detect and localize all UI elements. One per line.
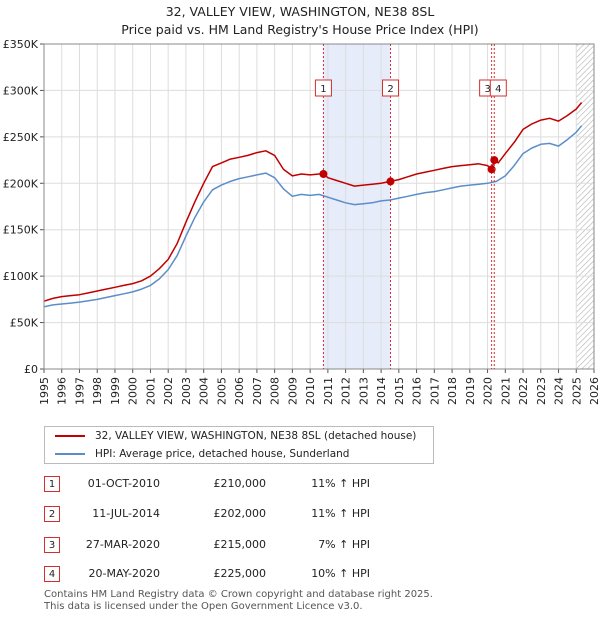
x-tick-label-27: 2022 — [517, 377, 530, 405]
legend-label-hpi: HPI: Average price, detached house, Sund… — [95, 448, 350, 460]
y-tick-label-5: £250K — [3, 131, 39, 144]
legend-swatch-property — [55, 435, 85, 437]
transaction-badge-3: 3 — [44, 537, 60, 553]
x-tick-label-30: 2025 — [570, 377, 583, 405]
plot-background — [44, 44, 594, 369]
transaction-box-2 — [382, 79, 399, 97]
transaction-box-4 — [489, 79, 507, 97]
x-tick-label-21: 2016 — [411, 377, 424, 405]
x-tick-label-26: 2021 — [499, 377, 512, 405]
legend-swatch-hpi — [55, 453, 85, 455]
transaction-hpi-4: 10% ↑ HPI — [311, 567, 370, 580]
y-tick-label-0: £0 — [24, 363, 38, 376]
x-tick-label-10: 2005 — [215, 377, 228, 405]
forecast-hatch — [576, 44, 594, 369]
transaction-dot-3 — [487, 165, 496, 174]
transaction-price-4: £225,000 — [213, 567, 267, 580]
price-chart: £0 £50K £100K £150K £200K £250K £300K £350K 1995… — [3, 38, 600, 405]
x-tick-label-4: 1999 — [109, 377, 122, 405]
x-tick-label-5: 2000 — [127, 377, 140, 405]
y-tick-label-6: £300K — [3, 84, 39, 97]
legend-item-hpi: HPI: Average price, detached house, Sund… — [55, 445, 349, 463]
y-tick-label-4: £200K — [3, 177, 39, 190]
footer-copyright: Contains HM Land Registry data © Crown c… — [44, 589, 433, 600]
y-tick-label-1: £50K — [10, 317, 39, 330]
x-tick-label-28: 2023 — [535, 377, 548, 405]
transaction-dot-1 — [319, 170, 328, 178]
transaction-badge-2: 2 — [44, 506, 60, 522]
x-tick-label-9: 2004 — [198, 377, 211, 405]
x-tick-label-12: 2007 — [251, 377, 264, 405]
footer-license: This data is licensed under the Open Gov… — [44, 601, 363, 612]
transaction-badge-4: 4 — [44, 566, 60, 582]
transaction-date-1: 01-OCT-2010 — [87, 477, 160, 490]
transaction-date-4: 20-MAY-2020 — [88, 567, 160, 580]
x-tick-label-11: 2006 — [233, 377, 246, 405]
chart-title: 32, VALLEY VIEW, WASHINGTON, NE38 8SL — [165, 4, 435, 19]
x-tick-label-0: 1995 — [38, 377, 51, 405]
transaction-hpi-2: 11% ↑ HPI — [311, 507, 370, 520]
x-tick-label-29: 2024 — [553, 377, 566, 405]
transaction-hpi-1: 11% ↑ HPI — [311, 477, 370, 490]
x-tick-label-23: 2018 — [446, 377, 459, 405]
legend: 32, VALLEY VIEW, WASHINGTON, NE38 8SL (d… — [44, 426, 434, 464]
transaction-date-3: 27-MAR-2020 — [85, 538, 160, 551]
x-tick-label-25: 2020 — [482, 377, 495, 405]
x-tick-label-17: 2012 — [340, 377, 353, 405]
transaction-badge-1: 1 — [44, 476, 60, 492]
x-tick-label-31: 2026 — [588, 377, 600, 405]
transaction-hpi-3: 7% ↑ HPI — [318, 538, 370, 551]
x-tick-label-13: 2008 — [269, 377, 282, 405]
x-tick-label-1: 1996 — [56, 377, 69, 405]
y-tick-label-7: £350K — [3, 38, 39, 51]
x-tick-label-19: 2014 — [375, 377, 388, 405]
transaction-box-label-1: 1 — [320, 84, 326, 95]
chart-subtitle: Price paid vs. HM Land Registry's House … — [121, 22, 479, 37]
transaction-dot-2 — [386, 177, 395, 186]
legend-item-property: 32, VALLEY VIEW, WASHINGTON, NE38 8SL (d… — [55, 427, 416, 445]
transaction-box-1 — [314, 79, 332, 97]
x-tick-label-6: 2001 — [144, 377, 157, 405]
y-tick-label-3: £150K — [3, 224, 39, 237]
x-tick-label-7: 2002 — [162, 377, 175, 405]
transaction-box-label-4: 4 — [495, 84, 501, 95]
transaction-box-label-2: 2 — [387, 84, 393, 95]
transaction-row-3: 3 27-MAR-2020 £215,000 7% ↑ HPI — [0, 537, 600, 557]
x-tick-label-2: 1997 — [73, 377, 86, 405]
x-tick-label-22: 2017 — [428, 377, 441, 405]
x-tick-label-3: 1998 — [91, 377, 104, 405]
footer: Contains HM Land Registry data © Crown c… — [44, 589, 433, 613]
transaction-price-2: £202,000 — [213, 507, 267, 520]
x-tick-label-18: 2013 — [357, 377, 370, 405]
x-tick-label-20: 2015 — [393, 377, 406, 405]
transaction-box-label-3: 3 — [484, 84, 490, 95]
transaction-row-1: 1 01-OCT-2010 £210,000 11% ↑ HPI — [0, 476, 600, 496]
x-tick-label-24: 2019 — [464, 377, 477, 405]
transaction-row-2: 2 11-JUL-2014 £202,000 11% ↑ HPI — [0, 506, 600, 526]
transaction-price-1: £210,000 — [213, 477, 267, 490]
y-tick-label-2: £100K — [3, 270, 39, 283]
x-tick-label-15: 2010 — [304, 377, 317, 405]
series-line-hpi — [43, 125, 583, 308]
transaction-row-4: 4 20-MAY-2020 £225,000 10% ↑ HPI — [0, 566, 600, 586]
plot-frame — [43, 43, 595, 370]
legend-label-property: 32, VALLEY VIEW, WASHINGTON, NE38 8SL (d… — [95, 430, 417, 442]
x-tick-label-16: 2011 — [322, 377, 335, 405]
shaded-period — [323, 44, 391, 369]
x-tick-label-8: 2003 — [180, 377, 193, 405]
transaction-dot-4 — [490, 156, 499, 165]
transaction-date-2: 11-JUL-2014 — [92, 507, 160, 520]
x-tick-label-14: 2009 — [286, 377, 299, 405]
transaction-price-3: £215,000 — [213, 538, 267, 551]
